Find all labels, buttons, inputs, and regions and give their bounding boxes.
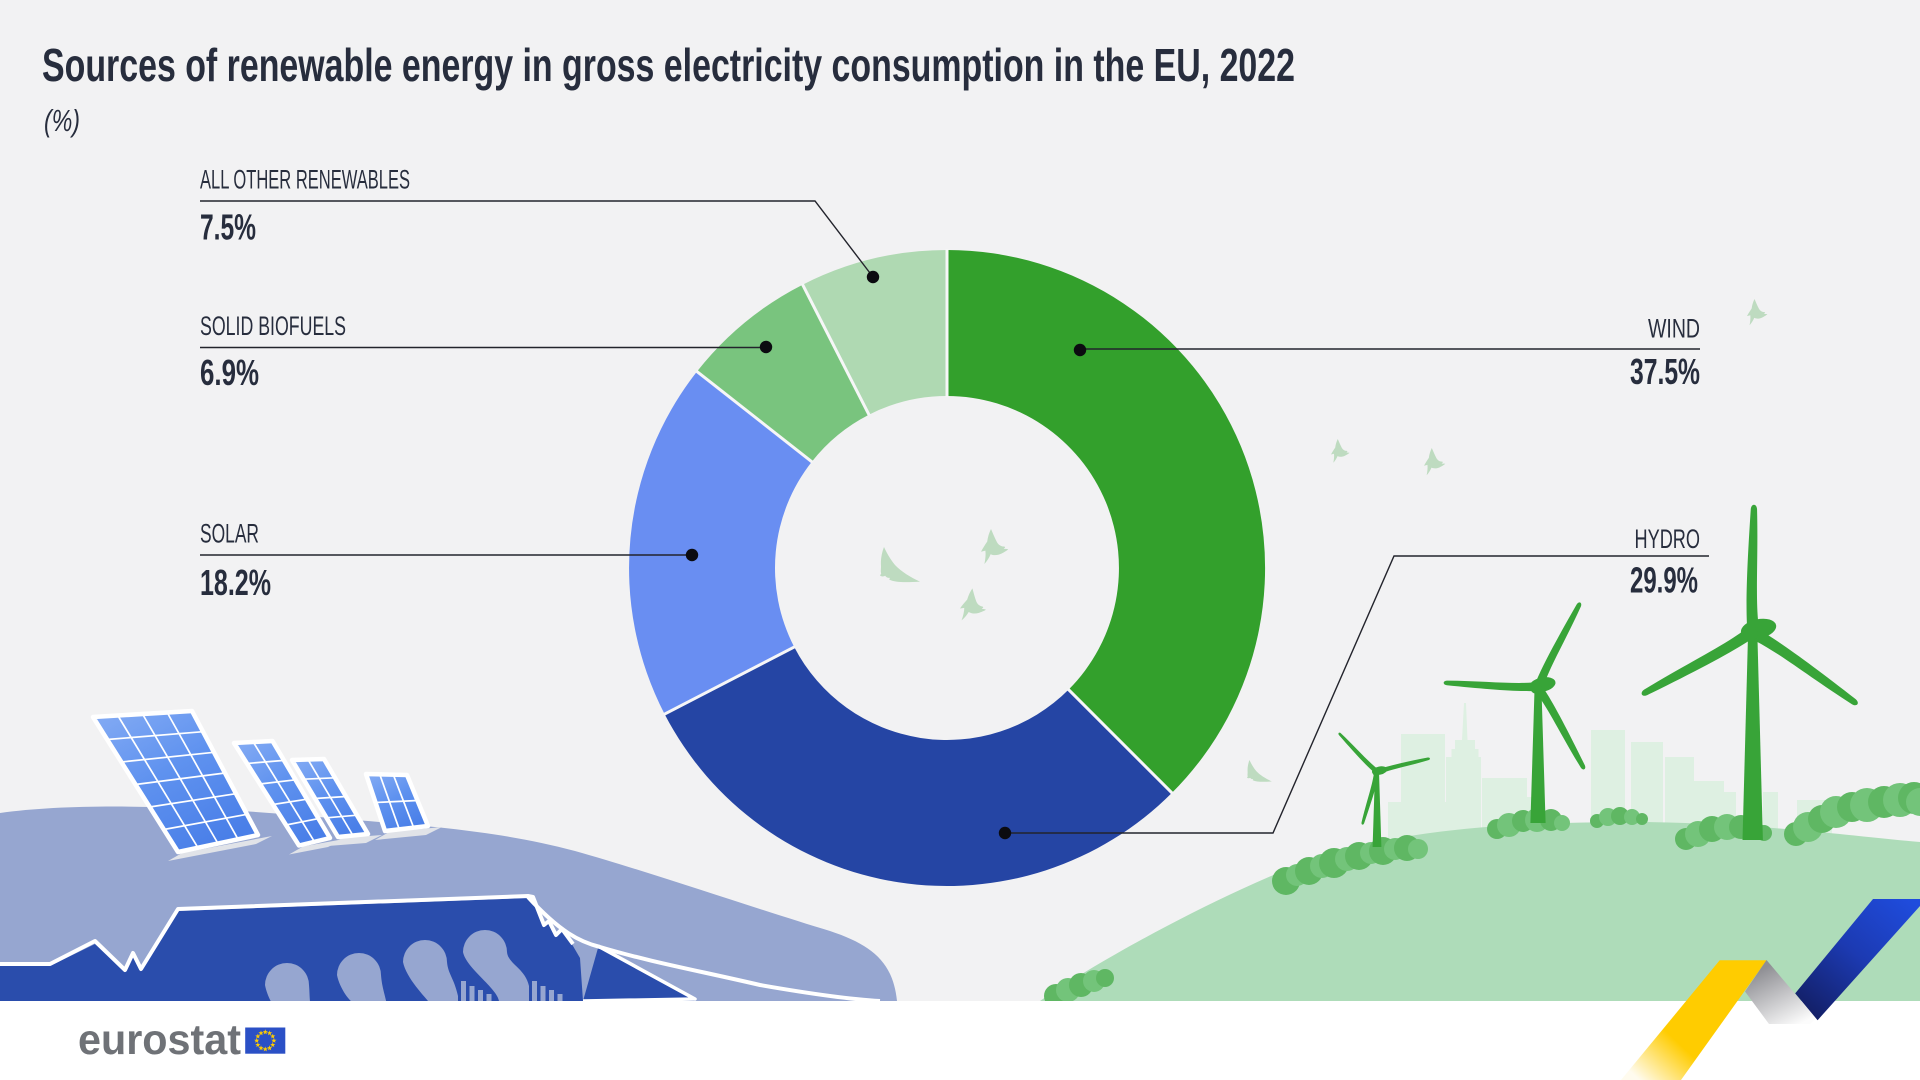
svg-text:29.9%: 29.9% bbox=[1630, 560, 1698, 601]
svg-text:Sources of renewable energy in: Sources of renewable energy in gross ele… bbox=[42, 39, 1295, 91]
svg-text:37.5%: 37.5% bbox=[1630, 351, 1700, 392]
svg-text:SOLAR: SOLAR bbox=[200, 519, 259, 549]
svg-text:SOLID BIOFUELS: SOLID BIOFUELS bbox=[200, 311, 346, 341]
svg-text:18.2%: 18.2% bbox=[200, 562, 271, 603]
svg-text:WIND: WIND bbox=[1648, 314, 1700, 344]
svg-text:(%): (%) bbox=[44, 103, 80, 138]
svg-text:7.5%: 7.5% bbox=[200, 207, 256, 248]
svg-text:ALL OTHER RENEWABLES: ALL OTHER RENEWABLES bbox=[200, 165, 410, 195]
svg-text:eurostat: eurostat bbox=[78, 1016, 241, 1064]
svg-text:HYDRO: HYDRO bbox=[1635, 524, 1701, 554]
svg-text:6.9%: 6.9% bbox=[200, 352, 259, 393]
